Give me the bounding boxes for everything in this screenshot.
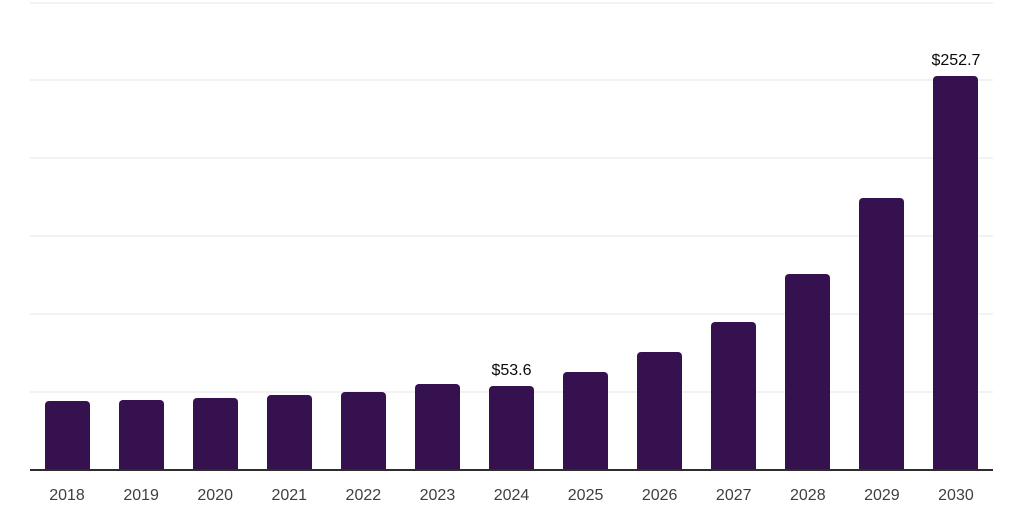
gridline-300 — [30, 1, 993, 4]
x-tick-2022: 2022 — [345, 487, 382, 504]
bar-value-label-2024: $53.6 — [491, 362, 532, 380]
x-tick-2024: 2024 — [493, 487, 530, 504]
bar-2024 — [489, 386, 534, 470]
bar-2025 — [563, 371, 609, 470]
bar-2027 — [711, 321, 757, 470]
bar-2026 — [637, 351, 683, 470]
gridline-200 — [30, 157, 993, 160]
bar-2028 — [785, 273, 831, 470]
bar-2020 — [192, 398, 238, 470]
bar-value-label-2030: $252.7 — [931, 52, 981, 70]
x-tick-2028: 2028 — [790, 487, 826, 504]
gridline-100 — [30, 313, 993, 316]
bar-2030 — [933, 76, 979, 470]
x-axis-line — [30, 469, 993, 471]
bar-2019 — [118, 400, 164, 470]
bar-2021 — [266, 395, 312, 470]
bar-2023 — [414, 384, 460, 470]
x-tick-2018: 2018 — [49, 487, 85, 504]
x-tick-2025: 2025 — [567, 487, 604, 504]
x-tick-2029: 2029 — [864, 487, 900, 504]
x-tick-2020: 2020 — [197, 487, 233, 504]
x-tick-2026: 2026 — [641, 487, 678, 504]
x-tick-2027: 2027 — [715, 487, 752, 504]
gridline-150 — [30, 235, 993, 238]
bar-2022 — [340, 392, 386, 470]
x-tick-2019: 2019 — [123, 487, 159, 504]
x-tick-2021: 2021 — [271, 487, 308, 504]
bar-2029 — [859, 198, 905, 470]
gridline-250 — [30, 79, 993, 82]
x-tick-2030: 2030 — [938, 487, 974, 504]
x-tick-2023: 2023 — [419, 487, 456, 504]
bar-2018 — [44, 400, 90, 470]
